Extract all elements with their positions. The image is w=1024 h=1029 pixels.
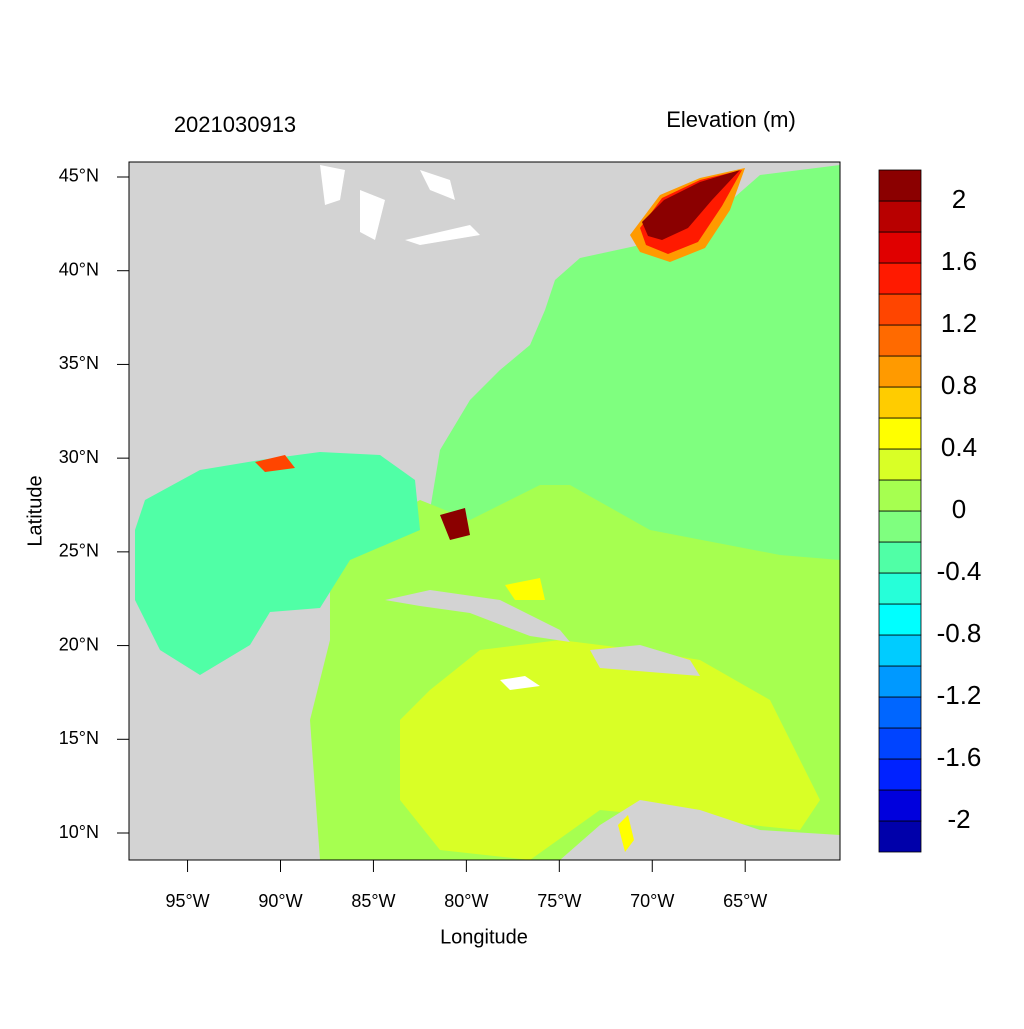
colorbar-box: [878, 758, 922, 791]
x-tick-label: 75°W: [537, 891, 581, 911]
x-tick-label: 90°W: [258, 891, 302, 911]
colorbar-box: [878, 634, 922, 667]
colorbar-box: [878, 231, 922, 264]
maracaibo: [618, 815, 634, 852]
colorbar-box: [878, 665, 922, 698]
y-tick-label: 35°N: [59, 353, 99, 373]
hispaniola: [590, 645, 700, 676]
y-tick-label: 40°N: [59, 259, 99, 279]
x-tick-label: 65°W: [723, 891, 767, 911]
x-tick-label: 80°W: [444, 891, 488, 911]
chart-subtitle: Elevation (m): [666, 107, 796, 132]
colorbar-box: [878, 417, 922, 450]
colorbar-box: [878, 324, 922, 357]
x-tick-label: 95°W: [165, 891, 209, 911]
colorbar-box: [878, 696, 922, 729]
louisiana-surge: [255, 455, 295, 472]
jamaica: [500, 676, 540, 690]
colorbar-box: [878, 541, 922, 574]
colorbar-box: [878, 355, 922, 388]
colorbar-label: 0: [952, 494, 966, 524]
y-axis-label: Latitude: [24, 475, 46, 546]
colorbar-label: -1.6: [937, 742, 982, 772]
colorbar-label: -2: [947, 804, 970, 834]
colorbar-box: [878, 510, 922, 543]
x-tick-label: 85°W: [351, 891, 395, 911]
colorbar-box: [878, 200, 922, 233]
x-tick-label: 70°W: [630, 891, 674, 911]
y-tick-label: 20°N: [59, 634, 99, 654]
y-tick-label: 45°N: [59, 166, 99, 186]
map-field: [129, 162, 840, 860]
colorbar-label: 1.2: [941, 308, 977, 338]
colorbar-box: [878, 293, 922, 326]
colorbar-box: [878, 386, 922, 419]
colorbar-label: -0.8: [937, 618, 982, 648]
colorbar-label: 0.8: [941, 370, 977, 400]
colorbar-label: 2: [952, 184, 966, 214]
y-tick-label: 30°N: [59, 447, 99, 467]
bahamas-patch: [505, 578, 545, 600]
colorbar-box: [878, 262, 922, 295]
plot-frame: [128, 161, 841, 861]
caribbean-inner: [400, 640, 820, 860]
x-axis-label: Longitude: [440, 926, 528, 948]
y-tick-label: 25°N: [59, 541, 99, 561]
cuba: [385, 590, 570, 642]
colorbar-box: [878, 479, 922, 512]
florida-surge: [440, 508, 470, 540]
gulf-of-maine-3: [642, 170, 740, 240]
colorbar-box: [878, 572, 922, 605]
colorbar-label: 1.6: [941, 246, 977, 276]
colorbar-box: [878, 448, 922, 481]
gulf-of-mexico: [135, 452, 420, 675]
colorbar-label: -1.2: [937, 680, 982, 710]
y-tick-label: 15°N: [59, 728, 99, 748]
y-tick-label: 10°N: [59, 822, 99, 842]
colorbar-box: [878, 169, 922, 202]
colorbar-box: [878, 820, 922, 853]
colorbar-label: -0.4: [937, 556, 982, 586]
chart-title: 2021030913: [174, 112, 296, 137]
colorbar-label: 0.4: [941, 432, 977, 462]
colorbar-box: [878, 727, 922, 760]
colorbar-box: [878, 603, 922, 636]
great-lakes: [320, 165, 480, 245]
colorbar-box: [878, 789, 922, 822]
